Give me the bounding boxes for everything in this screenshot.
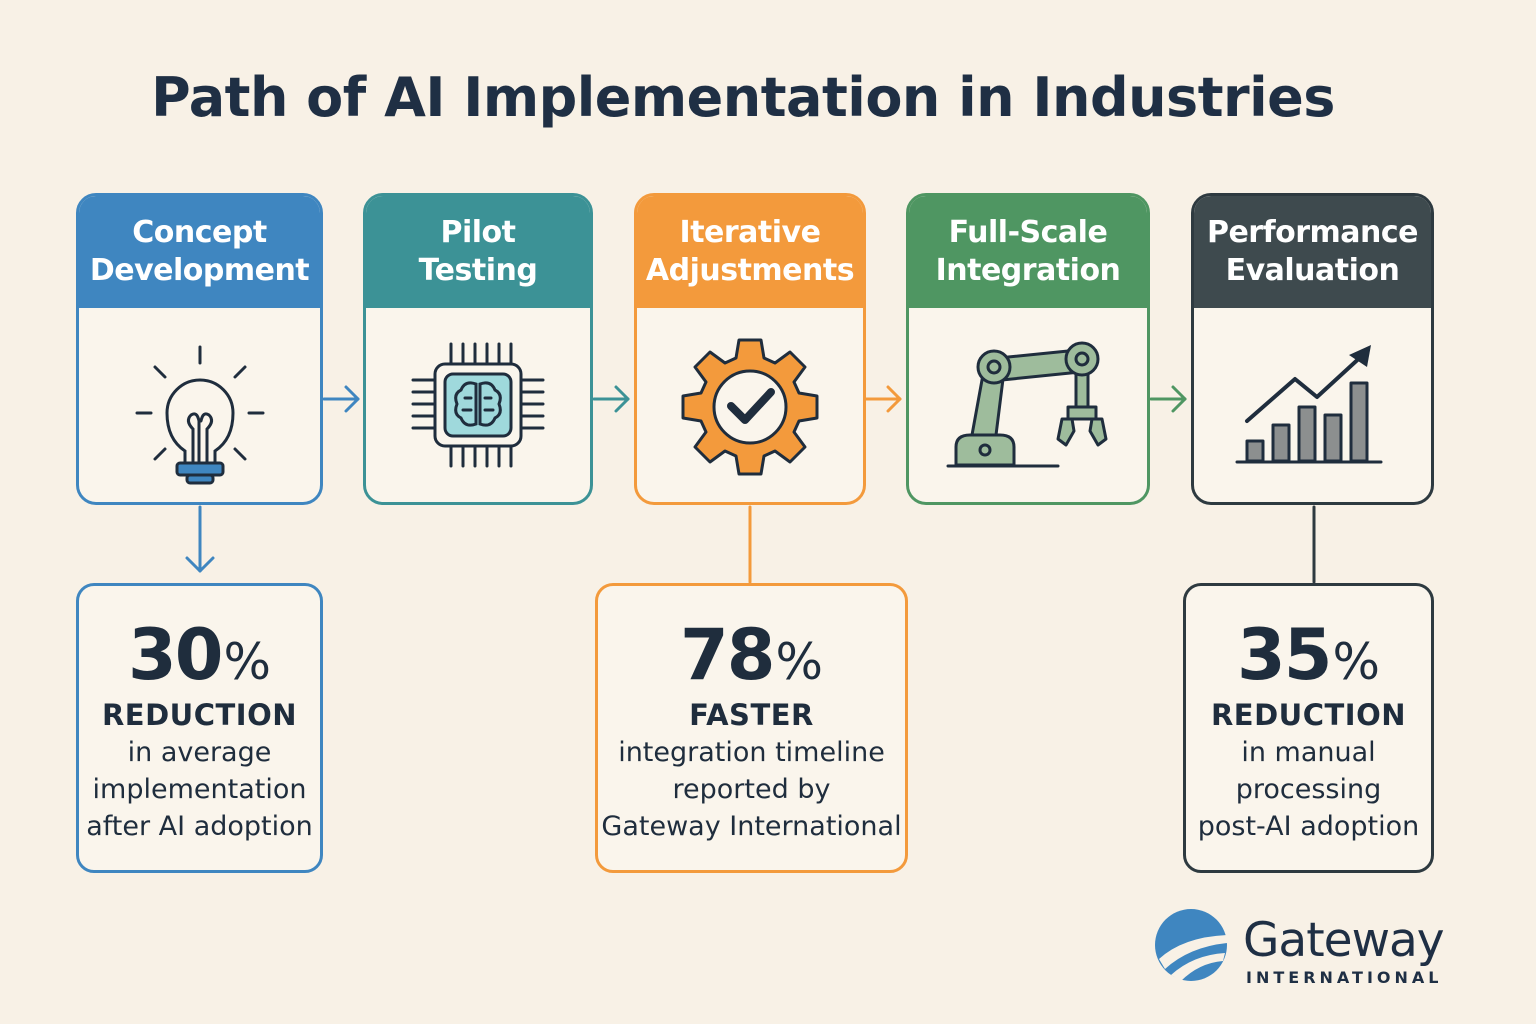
stage-header: Concept Development [79,196,320,308]
arrow-3 [864,385,902,413]
arrow-4 [1149,385,1187,413]
stage-card-full-scale-integration: Full-Scale Integration [906,193,1150,505]
stage-header: Iterative Adjustments [637,196,863,308]
ai-chip-icon [411,342,545,468]
stage-title-line2: Adjustments [645,253,855,288]
stat-label: FASTER [689,698,814,732]
stat-card-2: 78% FASTER integration timeline reported … [595,583,908,873]
stat-description: in manual processing post-AI adoption [1197,737,1420,842]
gateway-logo: Gateway INTERNATIONAL [1153,905,1453,995]
stage-card-iterative-adjustments: Iterative Adjustments [634,193,866,505]
arrow-2 [592,385,630,413]
stage-title-line2: Evaluation [1225,253,1400,288]
stage-header: Full-Scale Integration [909,196,1147,308]
stat-card-3: 35% REDUCTION in manual processing post-AI… [1183,583,1434,873]
stage-title-line2: Development [89,253,310,288]
stat-value: 78% [680,614,823,696]
stat-description: integration timeline reported by Gateway I… [601,737,902,842]
growth-chart-icon [1235,345,1382,464]
page-title: Path of AI Implementation in Industries [151,66,1335,129]
stat-value: 30% [128,614,271,696]
stage-card-concept-development: Concept Development [76,193,323,505]
logo-name: Gateway [1243,913,1445,968]
stat-description: in average implementation after AI adoptio… [86,737,313,842]
stage-header: Performance Evaluation [1194,196,1431,308]
arrow-1 [322,385,360,413]
stage-title-line2: Integration [935,253,1121,288]
stage-title-line2: Testing [418,253,538,288]
robotic-arm-icon [946,341,1108,468]
stage-title-line1: Concept [132,214,267,250]
stat-label: REDUCTION [1210,698,1407,732]
logo-subtitle: INTERNATIONAL [1246,968,1443,987]
down-arrow-1 [185,505,215,573]
stage-header: Pilot Testing [366,196,590,308]
stage-title-line1: Iterative [679,214,821,250]
stage-card-performance-evaluation: Performance Evaluation [1191,193,1434,505]
gear-check-icon [681,338,819,476]
stage-title-line1: Performance [1206,214,1419,250]
stage-card-pilot-testing: Pilot Testing [363,193,593,505]
stage-title-line1: Full-Scale [948,214,1108,250]
stat-card-1: 30% REDUCTION in average implementation af… [76,583,323,873]
lightbulb-icon [135,345,264,485]
stat-label: REDUCTION [101,698,298,732]
stage-title-line1: Pilot [440,214,516,250]
stat-value: 35% [1237,614,1380,696]
gateway-globe-icon [1155,909,1227,981]
